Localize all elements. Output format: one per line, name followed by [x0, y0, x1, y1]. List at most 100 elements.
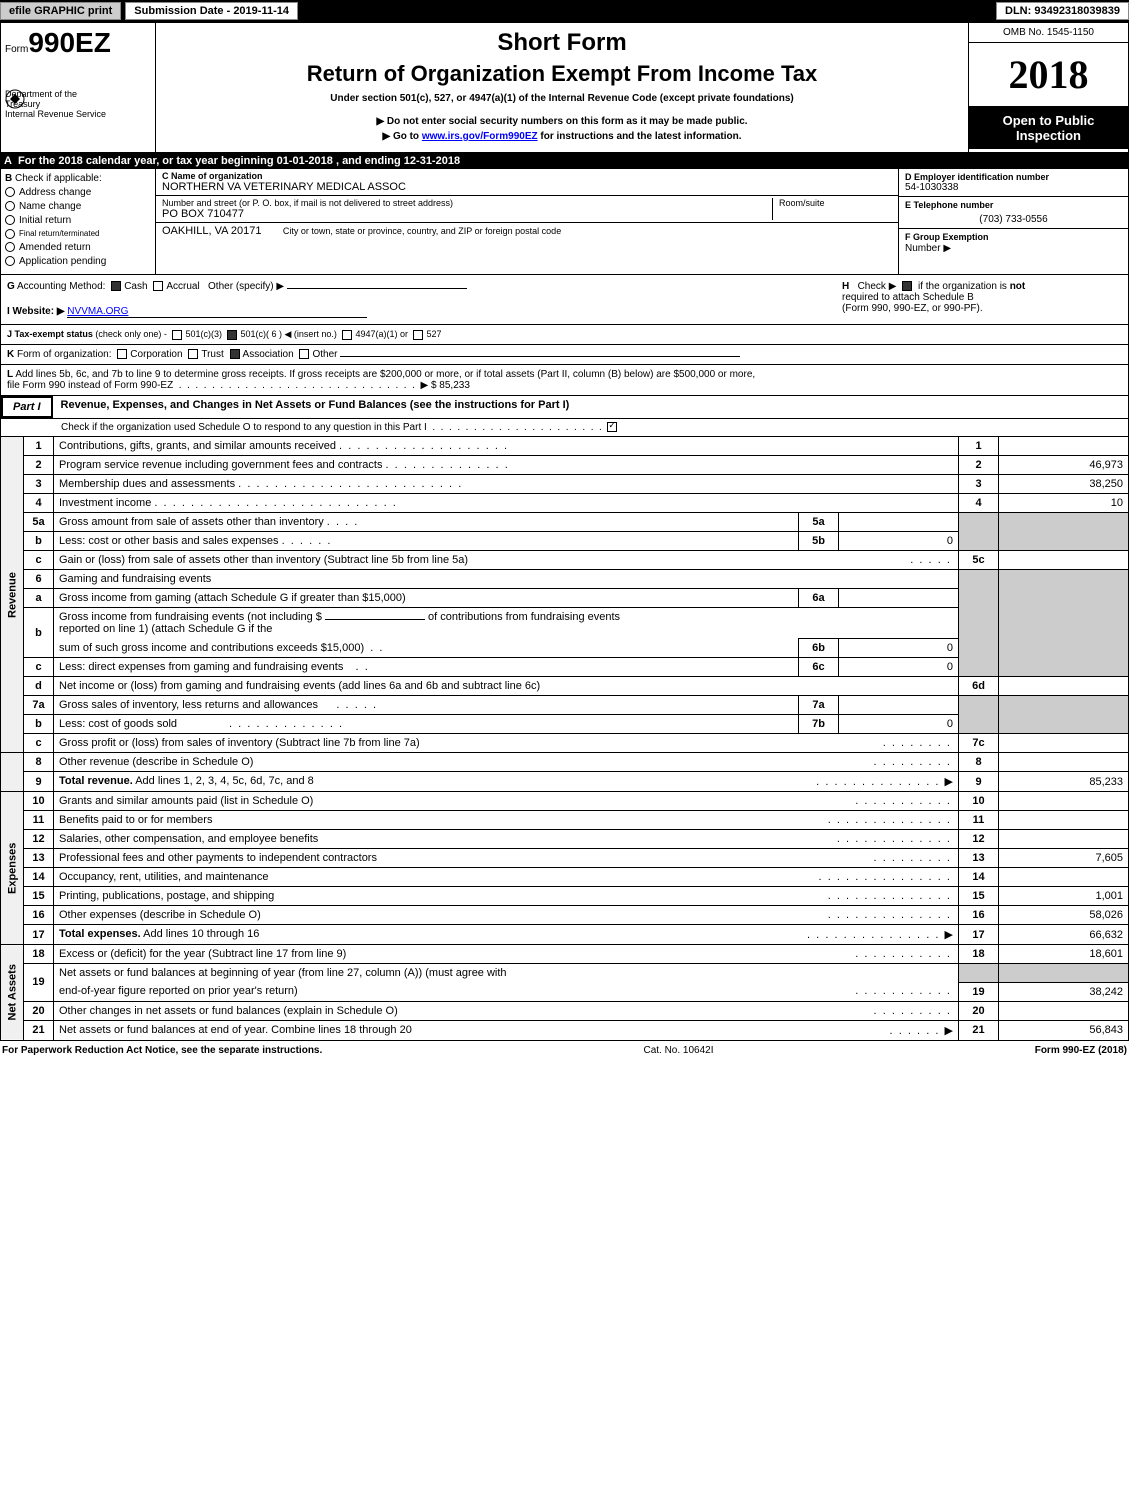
j-opt2: 501(c)( 6 ) ◀ (insert no.) [240, 329, 336, 339]
table-row: c Gross profit or (loss) from sales of i… [1, 734, 1129, 753]
dept-line-1: Department of the [5, 89, 151, 99]
website-link[interactable]: NVVMA.ORG [67, 306, 128, 317]
line-7c-rnum: 7c [959, 734, 999, 753]
j-opt4: 527 [426, 329, 441, 339]
line-17-desc-rest: Add lines 10 through 16 [141, 928, 260, 940]
line-num: c [24, 734, 54, 753]
code-section-text: Under section 501(c), 527, or 4947(a)(1)… [166, 93, 958, 104]
line-10-value [999, 792, 1129, 811]
paperwork-notice: For Paperwork Reduction Act Notice, see … [2, 1045, 322, 1056]
room-suite-label: Room/suite [772, 198, 892, 220]
line-5b-mval: 0 [839, 532, 959, 551]
k-assoc-checkbox[interactable] [230, 349, 240, 359]
k-corp: Corporation [130, 349, 182, 360]
h-text-4: (Form 990, 990-EZ, or 990-PF). [842, 303, 983, 314]
h-check-text: Check ▶ [858, 281, 897, 292]
j-501c-checkbox[interactable] [227, 330, 237, 340]
line-num: 9 [24, 772, 54, 792]
contribution-amount-field[interactable] [325, 619, 425, 620]
line-10-desc: Grants and similar amounts paid (list in… [59, 795, 313, 807]
line-6c-desc: Less: direct expenses from gaming and fu… [59, 661, 343, 673]
h-label: H [842, 281, 849, 292]
line-6c-mnum: 6c [799, 658, 839, 677]
table-row: Expenses 10 Grants and similar amounts p… [1, 792, 1129, 811]
line-num: 4 [24, 494, 54, 513]
accrual-checkbox[interactable] [153, 281, 163, 291]
line-1-value [999, 437, 1129, 456]
table-row: 2 Program service revenue including gove… [1, 456, 1129, 475]
net-assets-side-label: Net Assets [1, 945, 24, 1041]
revenue-side-label: Revenue [1, 437, 24, 753]
k-trust-checkbox[interactable] [188, 349, 198, 359]
blocked-cell [999, 964, 1129, 983]
line-num: 10 [24, 792, 54, 811]
efile-print-button[interactable]: efile GRAPHIC print [0, 2, 121, 20]
page-footer: For Paperwork Reduction Act Notice, see … [0, 1041, 1129, 1060]
check-address-change[interactable]: Address change [5, 187, 151, 198]
table-row: c Gain or (loss) from sale of assets oth… [1, 551, 1129, 570]
line-6c-mval: 0 [839, 658, 959, 677]
check-final-return[interactable]: Final return/terminated [5, 229, 151, 239]
f-label: F Group Exemption [905, 232, 989, 242]
accrual-label: Accrual [166, 281, 199, 292]
line-19-rnum: 19 [959, 982, 999, 1001]
line-num: 7a [24, 696, 54, 715]
k-corp-checkbox[interactable] [117, 349, 127, 359]
line-num: b [24, 532, 54, 551]
part-1-table: Revenue 1 Contributions, gifts, grants, … [0, 436, 1129, 1041]
line-a: A For the 2018 calendar year, or tax yea… [0, 153, 1129, 169]
irs-eagle-icon [5, 89, 25, 112]
line-12-value [999, 830, 1129, 849]
line-6b-desc-mid: of contributions from fundraising events [428, 611, 620, 623]
k-other-field[interactable] [340, 356, 740, 357]
line-7a-mval [839, 696, 959, 715]
line-3-rnum: 3 [959, 475, 999, 494]
k-other-checkbox[interactable] [299, 349, 309, 359]
omb-number: OMB No. 1545-1150 [969, 23, 1128, 43]
l-arrow: ▶ [420, 380, 428, 391]
goto-suffix: for instructions and the latest informat… [538, 131, 742, 142]
line-num: 11 [24, 811, 54, 830]
blocked-cell [999, 570, 1129, 677]
line-2-value: 46,973 [999, 456, 1129, 475]
section-b: B Check if applicable: Address change Na… [1, 169, 156, 274]
other-label: Other (specify) ▶ [208, 281, 284, 292]
line-5c-rnum: 5c [959, 551, 999, 570]
line-num: 17 [24, 925, 54, 945]
line-14-value [999, 868, 1129, 887]
other-specify-field[interactable] [287, 288, 467, 289]
blocked-cell [959, 696, 999, 734]
line-16-value: 58,026 [999, 906, 1129, 925]
schedule-o-checkbox[interactable] [607, 422, 617, 432]
table-row: 4 Investment income . . . . . . . . . . … [1, 494, 1129, 513]
line-10-rnum: 10 [959, 792, 999, 811]
line-num: a [24, 589, 54, 608]
line-7a-desc: Gross sales of inventory, less returns a… [59, 699, 318, 711]
line-1-desc: Contributions, gifts, grants, and simila… [59, 440, 336, 452]
j-4947-checkbox[interactable] [342, 330, 352, 340]
line-15-rnum: 15 [959, 887, 999, 906]
part-1-header-wrap: Part I Revenue, Expenses, and Changes in… [0, 396, 1129, 436]
line-5a-desc: Gross amount from sale of assets other t… [59, 516, 324, 528]
line-13-rnum: 13 [959, 849, 999, 868]
irs-link[interactable]: www.irs.gov/Form990EZ [422, 131, 538, 142]
line-6d-value [999, 677, 1129, 696]
cash-checkbox[interactable] [111, 281, 121, 291]
check-name-change[interactable]: Name change [5, 201, 151, 212]
check-application-pending[interactable]: Application pending [5, 256, 151, 267]
line-6d-rnum: 6d [959, 677, 999, 696]
h-checkbox[interactable] [902, 281, 912, 291]
table-row: 3 Membership dues and assessments . . . … [1, 475, 1129, 494]
line-4-rnum: 4 [959, 494, 999, 513]
line-a-mid: , and ending [336, 155, 404, 167]
table-row: 15 Printing, publications, postage, and … [1, 887, 1129, 906]
check-initial-return[interactable]: Initial return [5, 215, 151, 226]
line-18-desc: Excess or (deficit) for the year (Subtra… [59, 948, 346, 960]
j-501c3-checkbox[interactable] [172, 330, 182, 340]
l-text-2: file Form 990 instead of Form 990-EZ [7, 380, 173, 391]
line-num: 19 [24, 964, 54, 1002]
tax-year-begin: 01-01-2018 [277, 155, 333, 167]
j-527-checkbox[interactable] [413, 330, 423, 340]
check-amended-return[interactable]: Amended return [5, 242, 151, 253]
tax-year: 2018 [969, 43, 1128, 107]
